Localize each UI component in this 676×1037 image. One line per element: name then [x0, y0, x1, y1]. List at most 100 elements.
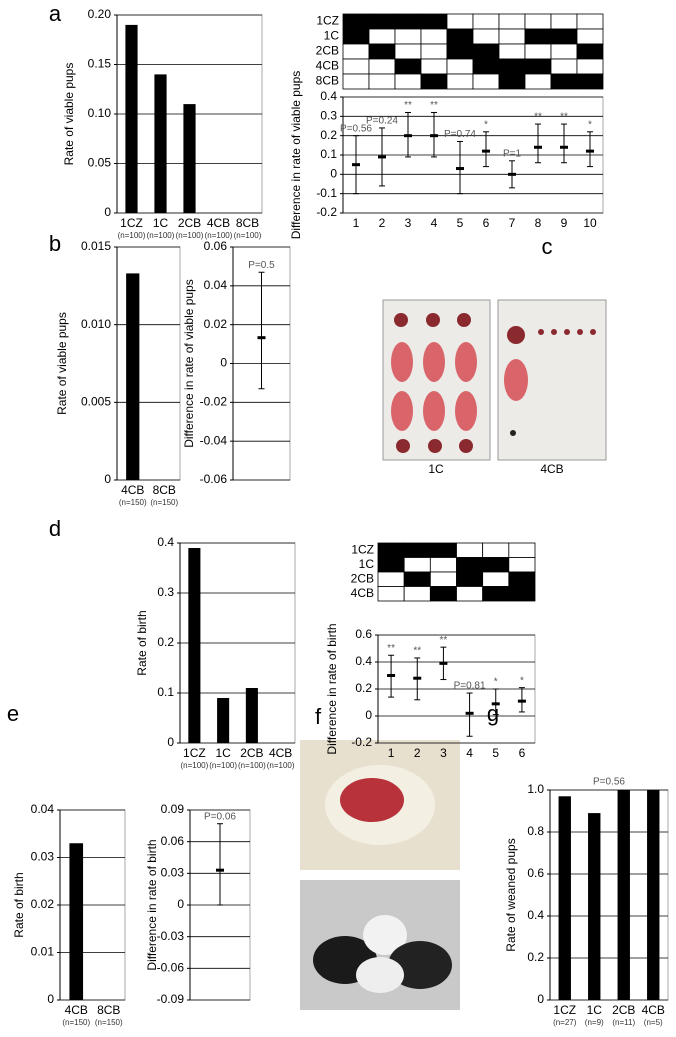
bar — [558, 796, 571, 1000]
x-tick-note: (n=100) — [147, 231, 175, 240]
matrix-cell — [456, 542, 484, 558]
matrix-cell — [342, 28, 370, 45]
annotation: P=0.56 — [593, 777, 625, 788]
annotation: * — [494, 677, 498, 688]
x-tick-label: 1CZ — [120, 216, 143, 230]
x-tick-label: 3 — [440, 746, 447, 760]
matrix-cell — [550, 73, 578, 90]
y-axis-label: Rate of viable pups — [55, 312, 69, 415]
annotation: * — [484, 119, 488, 130]
annotation: ** — [534, 112, 542, 123]
matrix-cell — [342, 13, 370, 30]
x-tick-note: (n=100) — [205, 231, 233, 240]
matrix-cell — [446, 13, 474, 30]
y-tick-label: 0.04 — [31, 802, 55, 816]
matrix-cell — [446, 28, 474, 45]
matrix-cell — [429, 586, 457, 602]
x-tick-label: 8CB — [236, 216, 259, 230]
bar — [154, 74, 167, 214]
y-tick-label: 0.06 — [204, 239, 228, 253]
annotation: ** — [560, 112, 568, 123]
matrix-cell — [394, 58, 422, 75]
x-tick-label: 2 — [414, 746, 421, 760]
y-tick-label: 0.010 — [81, 317, 111, 331]
x-tick-label: 6 — [483, 216, 490, 230]
matrix-cell — [377, 571, 405, 587]
x-tick-label: 1CZ — [183, 746, 206, 760]
matrix-cell — [472, 73, 500, 90]
x-tick-note: (n=11) — [612, 1018, 635, 1027]
y-tick-label: -0.1 — [316, 186, 337, 200]
matrix-cell — [420, 28, 448, 45]
pup-placenta — [394, 313, 596, 453]
pups — [340, 778, 404, 822]
bar — [588, 813, 601, 1000]
bar — [188, 548, 201, 743]
matrix-cell — [576, 28, 604, 45]
annotation: ** — [413, 646, 421, 657]
matrix-cell — [482, 542, 510, 558]
x-tick-label: 1C — [587, 1003, 603, 1017]
x-tick-label: 4CB — [269, 746, 292, 760]
matrix-cell — [377, 542, 405, 558]
matrix-cell — [429, 557, 457, 573]
matrix-cell — [524, 58, 552, 75]
matrix-cell — [420, 13, 448, 30]
x-tick-label: 5 — [492, 746, 499, 760]
bar — [217, 698, 230, 743]
matrix-cell — [508, 542, 536, 558]
matrix-cell — [576, 43, 604, 60]
y-tick-label: 0.4 — [320, 89, 337, 103]
matrix-cell — [498, 58, 526, 75]
matrix-cell — [342, 73, 370, 90]
y-tick-label: 0 — [365, 708, 372, 722]
matrix-cell — [368, 28, 396, 45]
matrix-row-label: 8CB — [316, 74, 339, 88]
annotation: ** — [404, 100, 412, 111]
bar — [126, 273, 140, 480]
y-tick-label: 0.15 — [88, 57, 112, 71]
y-tick-label: 0.015 — [81, 239, 111, 253]
bar — [617, 790, 630, 1000]
annotation: P=0.5 — [248, 260, 275, 271]
y-tick-label: 0.01 — [31, 945, 55, 959]
x-tick-label: 8 — [535, 216, 542, 230]
x-tick-note: (n=9) — [585, 1018, 604, 1027]
matrix-cell — [429, 571, 457, 587]
x-tick-label: 1 — [353, 216, 360, 230]
matrix-cell — [472, 28, 500, 45]
y-tick-label: -0.02 — [200, 395, 228, 409]
x-tick-label: 2CB — [178, 216, 201, 230]
matrix-cell — [550, 13, 578, 30]
y-tick-label: 0.02 — [31, 897, 55, 911]
x-tick-label: 4CB — [121, 483, 144, 497]
matrix-cell — [524, 28, 552, 45]
matrix-row-label: 2CB — [316, 44, 339, 58]
x-tick-label: 6 — [519, 746, 526, 760]
matrix-cell — [420, 58, 448, 75]
y-axis-label: Difference in rate of birth — [325, 623, 339, 754]
matrix-cell — [342, 43, 370, 60]
x-tick-note: (n=5) — [644, 1018, 663, 1027]
matrix-row-label: 1C — [359, 557, 375, 571]
panel-letter: g — [487, 701, 499, 726]
matrix-cell — [576, 13, 604, 30]
y-tick-label: 0.2 — [527, 950, 544, 964]
y-tick-label: 0.6 — [527, 866, 544, 880]
annotation: P=0.06 — [204, 811, 236, 822]
matrix-row-label: 4CB — [351, 586, 374, 600]
matrix-cell — [394, 13, 422, 30]
y-tick-label: 0.6 — [355, 627, 372, 641]
annotation: * — [520, 675, 524, 686]
y-tick-label: 0.03 — [161, 866, 185, 880]
y-tick-label: 0.2 — [320, 128, 337, 142]
matrix-cell — [498, 13, 526, 30]
x-tick-note: (n=100) — [238, 761, 266, 770]
pups — [391, 342, 528, 431]
y-axis-label: Difference in rate of birth — [145, 839, 159, 970]
y-tick-label: -0.2 — [351, 735, 372, 749]
x-tick-label: 5 — [457, 216, 464, 230]
y-tick-label: 0.05 — [88, 156, 112, 170]
x-tick-note: (n=100) — [118, 231, 146, 240]
y-tick-label: 0.20 — [88, 7, 112, 21]
